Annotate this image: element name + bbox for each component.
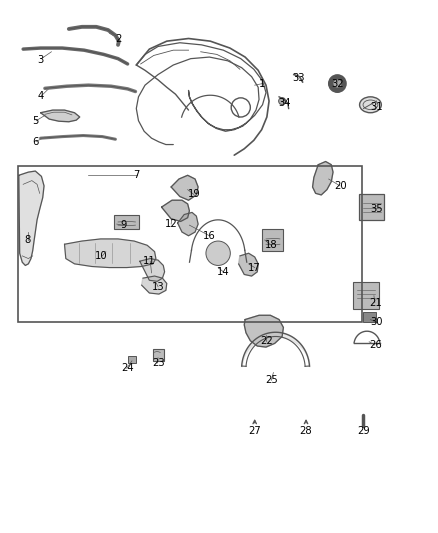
Text: 10: 10 [95, 251, 108, 261]
Circle shape [206, 241, 230, 265]
Polygon shape [41, 110, 80, 122]
Polygon shape [244, 316, 283, 347]
Text: 26: 26 [369, 340, 382, 350]
Text: 29: 29 [357, 426, 370, 436]
Text: 34: 34 [278, 98, 290, 108]
Text: 1: 1 [259, 78, 266, 88]
Polygon shape [64, 239, 156, 268]
Circle shape [328, 75, 346, 92]
Text: 30: 30 [370, 317, 383, 327]
Bar [261, 229, 283, 251]
Polygon shape [239, 253, 258, 276]
Text: 7: 7 [133, 171, 139, 180]
Text: 17: 17 [248, 263, 261, 272]
Text: 20: 20 [335, 181, 347, 191]
Text: 35: 35 [370, 204, 383, 214]
Polygon shape [19, 171, 44, 265]
Text: 14: 14 [217, 267, 230, 277]
Text: 33: 33 [292, 72, 304, 83]
Polygon shape [141, 276, 167, 294]
Text: 27: 27 [248, 426, 261, 436]
Text: 32: 32 [331, 78, 344, 88]
Text: 11: 11 [143, 256, 156, 266]
Bar [114, 215, 139, 229]
Text: 13: 13 [152, 281, 164, 292]
Ellipse shape [360, 97, 381, 113]
Text: 2: 2 [116, 34, 122, 44]
Text: 5: 5 [32, 116, 39, 126]
Circle shape [333, 79, 342, 88]
Text: 31: 31 [370, 102, 383, 112]
Text: 9: 9 [120, 220, 127, 230]
Text: 16: 16 [203, 231, 216, 241]
Polygon shape [162, 200, 189, 221]
Text: 12: 12 [165, 219, 177, 229]
Text: 6: 6 [32, 137, 39, 147]
Polygon shape [313, 161, 333, 195]
Text: 21: 21 [369, 297, 382, 308]
Circle shape [279, 98, 286, 104]
Bar [363, 312, 376, 322]
Text: 22: 22 [261, 336, 273, 346]
Polygon shape [140, 259, 165, 281]
Bar [128, 356, 136, 363]
Bar [153, 349, 164, 361]
Bar [18, 166, 362, 322]
Text: 28: 28 [300, 426, 312, 436]
Text: 8: 8 [25, 235, 31, 245]
Text: 3: 3 [37, 55, 44, 64]
Polygon shape [178, 213, 198, 236]
Text: 18: 18 [265, 240, 278, 251]
Text: 23: 23 [152, 358, 164, 368]
Polygon shape [171, 175, 198, 200]
Bar [353, 282, 379, 309]
Bar [359, 195, 385, 220]
Text: 25: 25 [266, 375, 279, 385]
Text: 19: 19 [187, 189, 200, 199]
Text: 24: 24 [121, 364, 134, 373]
Text: 4: 4 [37, 91, 44, 101]
